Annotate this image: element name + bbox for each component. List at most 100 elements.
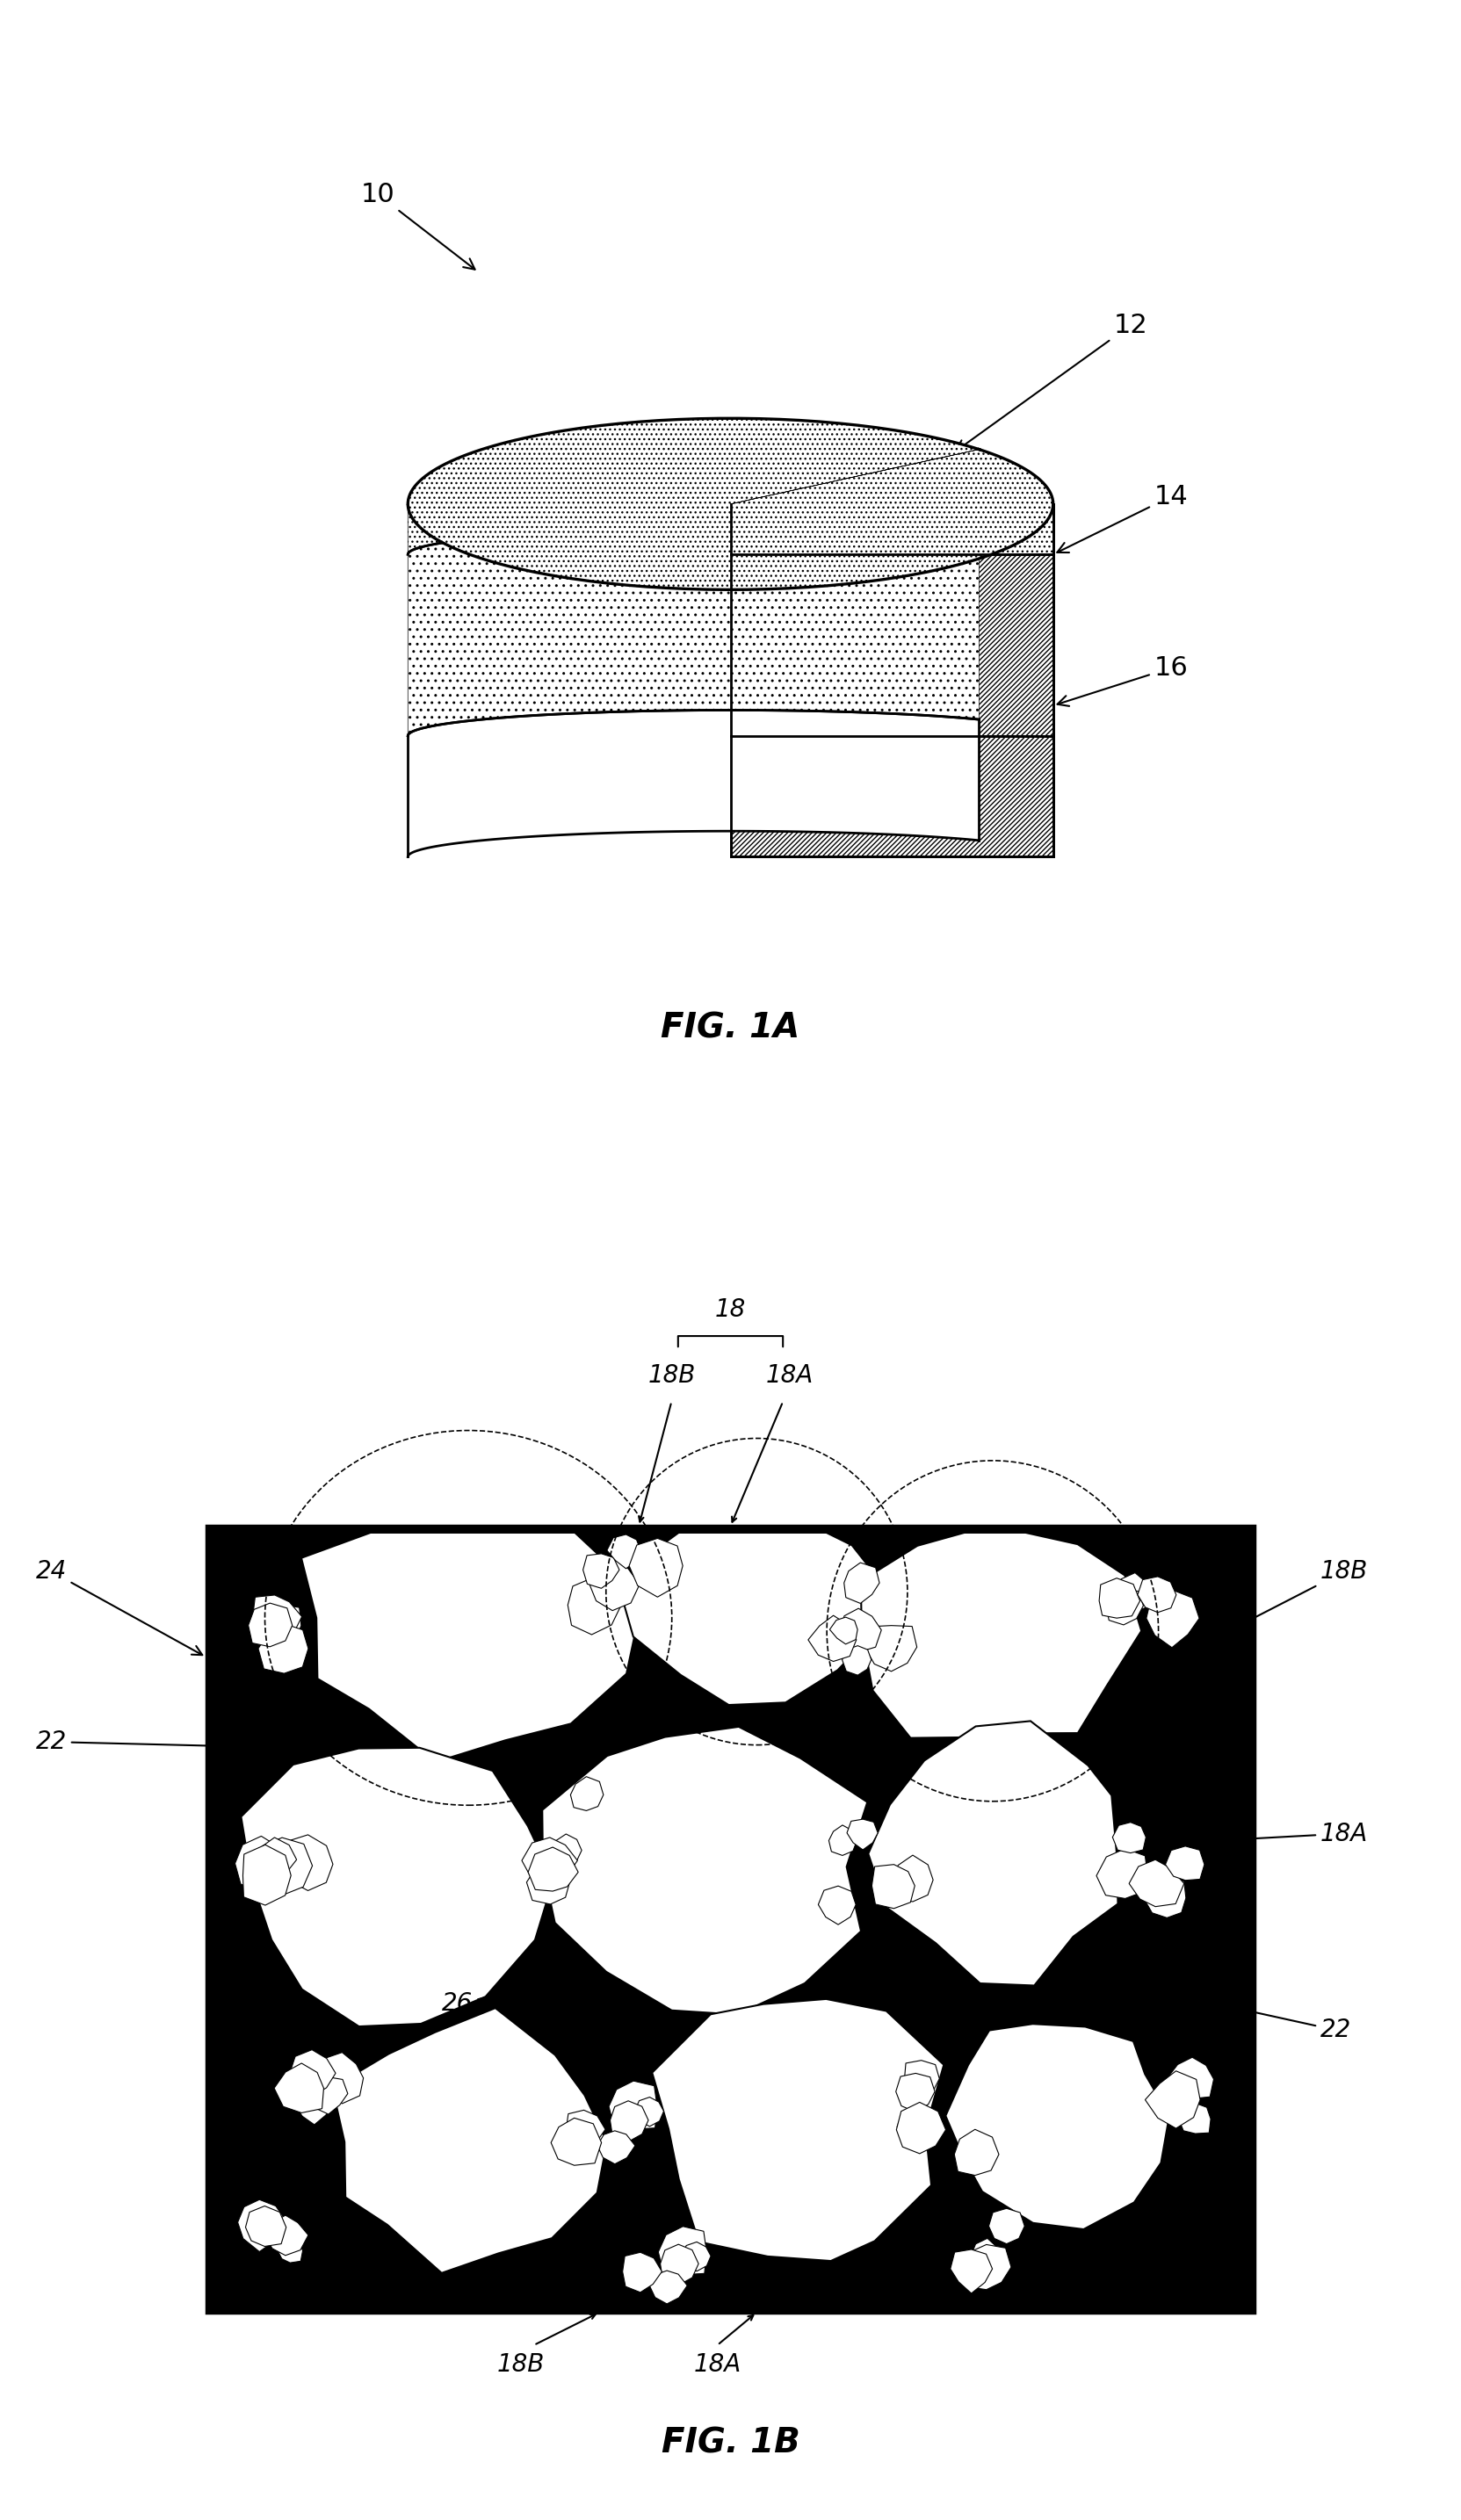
Polygon shape bbox=[241, 1749, 554, 2026]
Polygon shape bbox=[621, 1532, 888, 1706]
Polygon shape bbox=[235, 1837, 288, 1893]
Polygon shape bbox=[1138, 1578, 1176, 1613]
Text: 12: 12 bbox=[955, 312, 1148, 451]
Polygon shape bbox=[961, 2245, 1011, 2291]
Polygon shape bbox=[954, 2129, 999, 2175]
Polygon shape bbox=[257, 1837, 313, 1895]
Polygon shape bbox=[238, 2200, 288, 2253]
Text: 24: 24 bbox=[37, 1560, 202, 1656]
Polygon shape bbox=[317, 2051, 364, 2104]
Polygon shape bbox=[542, 1726, 868, 2013]
Polygon shape bbox=[634, 2097, 663, 2127]
Polygon shape bbox=[253, 1595, 302, 1641]
Bar bbox=[206, 1527, 1255, 2313]
Polygon shape bbox=[606, 1535, 640, 1567]
Text: 18A: 18A bbox=[1220, 1822, 1367, 1845]
Polygon shape bbox=[408, 418, 1053, 590]
Polygon shape bbox=[659, 2228, 707, 2276]
Text: 14: 14 bbox=[1058, 484, 1188, 552]
Polygon shape bbox=[535, 1852, 570, 1887]
Text: 18B: 18B bbox=[1233, 1560, 1367, 1628]
Text: 22: 22 bbox=[1194, 1996, 1351, 2041]
Text: 18A: 18A bbox=[766, 1363, 814, 1389]
Polygon shape bbox=[408, 711, 979, 857]
Polygon shape bbox=[818, 1885, 856, 1925]
Polygon shape bbox=[1106, 1590, 1144, 1625]
Text: 26: 26 bbox=[443, 1971, 595, 2016]
Polygon shape bbox=[950, 2250, 992, 2293]
Polygon shape bbox=[1179, 2104, 1211, 2134]
Polygon shape bbox=[526, 1860, 570, 1905]
Polygon shape bbox=[551, 2117, 602, 2165]
Polygon shape bbox=[598, 2132, 636, 2165]
Polygon shape bbox=[256, 1837, 297, 1877]
Polygon shape bbox=[583, 1555, 619, 1588]
Text: 10: 10 bbox=[361, 181, 475, 270]
Polygon shape bbox=[275, 2064, 324, 2112]
Polygon shape bbox=[650, 2271, 687, 2303]
Polygon shape bbox=[872, 1865, 915, 1908]
Polygon shape bbox=[972, 2238, 1002, 2268]
Polygon shape bbox=[830, 1618, 858, 1643]
Polygon shape bbox=[630, 1537, 682, 1598]
Polygon shape bbox=[301, 1532, 638, 1761]
Polygon shape bbox=[611, 2102, 649, 2142]
Polygon shape bbox=[891, 1855, 934, 1903]
Polygon shape bbox=[289, 2049, 336, 2097]
Polygon shape bbox=[1166, 2084, 1198, 2117]
Polygon shape bbox=[522, 1837, 577, 1887]
Polygon shape bbox=[730, 554, 1053, 736]
Text: 16: 16 bbox=[1058, 655, 1188, 706]
Polygon shape bbox=[989, 2208, 1024, 2243]
Polygon shape bbox=[897, 2102, 945, 2155]
Polygon shape bbox=[549, 1835, 581, 1865]
Bar bbox=[206, 1527, 1255, 2313]
Polygon shape bbox=[808, 1615, 856, 1661]
Polygon shape bbox=[730, 504, 1053, 554]
Polygon shape bbox=[865, 1625, 918, 1671]
Polygon shape bbox=[622, 2253, 662, 2293]
Polygon shape bbox=[1144, 1877, 1186, 1918]
Polygon shape bbox=[307, 2076, 348, 2114]
Text: FIG. 1B: FIG. 1B bbox=[662, 2427, 799, 2460]
Polygon shape bbox=[609, 2082, 657, 2129]
Polygon shape bbox=[408, 479, 979, 554]
Polygon shape bbox=[868, 1721, 1118, 1986]
Polygon shape bbox=[527, 1847, 579, 1890]
Text: 18A: 18A bbox=[694, 2354, 741, 2376]
Polygon shape bbox=[730, 736, 1053, 857]
Polygon shape bbox=[682, 2243, 712, 2271]
Polygon shape bbox=[259, 1623, 308, 1673]
Text: 18B: 18B bbox=[647, 1363, 695, 1389]
Polygon shape bbox=[332, 2008, 606, 2273]
Polygon shape bbox=[245, 2205, 286, 2245]
Polygon shape bbox=[1145, 2071, 1199, 2129]
Polygon shape bbox=[1096, 1850, 1148, 1898]
Polygon shape bbox=[565, 2109, 605, 2150]
Polygon shape bbox=[897, 2112, 935, 2147]
Polygon shape bbox=[1166, 2056, 1214, 2099]
Text: 18: 18 bbox=[714, 1298, 747, 1323]
Polygon shape bbox=[278, 2238, 302, 2263]
Polygon shape bbox=[264, 2215, 308, 2255]
Polygon shape bbox=[861, 1532, 1141, 1739]
Polygon shape bbox=[1147, 1590, 1199, 1648]
Text: 18B: 18B bbox=[497, 2354, 545, 2376]
Polygon shape bbox=[295, 2087, 335, 2124]
Polygon shape bbox=[590, 1557, 640, 1610]
Polygon shape bbox=[1166, 1847, 1204, 1880]
Polygon shape bbox=[408, 529, 979, 736]
Text: FIG. 1A: FIG. 1A bbox=[660, 1011, 801, 1046]
Polygon shape bbox=[1099, 1578, 1140, 1618]
Polygon shape bbox=[1112, 1822, 1145, 1852]
Polygon shape bbox=[570, 1777, 603, 1812]
Polygon shape bbox=[840, 1608, 881, 1653]
Polygon shape bbox=[568, 1578, 621, 1635]
Polygon shape bbox=[260, 1605, 301, 1648]
Polygon shape bbox=[652, 1998, 944, 2260]
Polygon shape bbox=[660, 2245, 698, 2286]
Polygon shape bbox=[1116, 1572, 1151, 1613]
Polygon shape bbox=[828, 1824, 858, 1855]
Polygon shape bbox=[644, 1550, 676, 1588]
Polygon shape bbox=[842, 1646, 871, 1676]
